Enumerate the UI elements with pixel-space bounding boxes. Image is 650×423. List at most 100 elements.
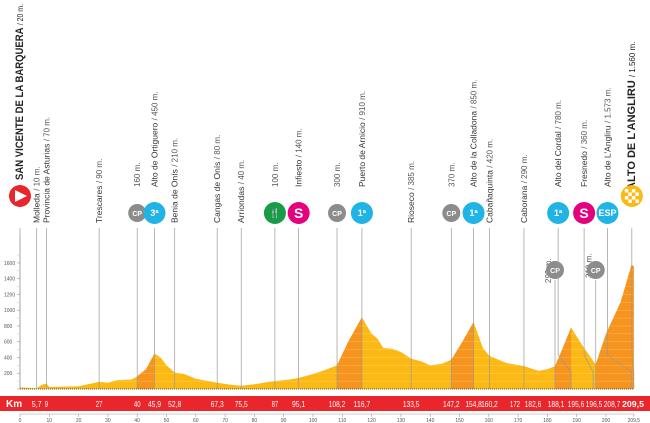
profile-area xyxy=(20,265,634,389)
x-tick-label: 30 xyxy=(105,418,111,423)
waypoint-name: Alto de la Colladona xyxy=(469,109,479,187)
icon-label: CP xyxy=(591,268,601,275)
km-label: Km xyxy=(6,399,22,410)
waypoint-altitude: / 1.560 m. xyxy=(628,42,637,78)
waypoint-label: Trescares / 90 m. xyxy=(94,159,104,223)
km-value: 87 xyxy=(272,400,279,409)
waypoint-text: Alto de L'Angliru / 1.573 m. xyxy=(602,87,612,187)
checkpoint-circle xyxy=(442,204,461,222)
checkpoint-circle xyxy=(586,261,605,279)
km-value: 67,3 xyxy=(211,400,225,409)
waypoint-altitude: 300 m. xyxy=(333,163,342,187)
waypoint-label: Molleda / 10 m. xyxy=(32,166,42,223)
mountain-circle xyxy=(462,202,485,224)
waypoint-altitude: / 20 m. xyxy=(16,4,25,25)
waypoint-name: Trescares xyxy=(94,183,104,223)
x-tick-label: 80 xyxy=(252,418,258,423)
waypoint-label: Caborana / 290 m. xyxy=(519,154,529,223)
x-tick-label: 200 xyxy=(602,418,611,423)
km-value: 195,6 xyxy=(568,400,585,409)
checker xyxy=(628,192,632,196)
waypoint-altitude: / 420 m. xyxy=(485,139,494,168)
checkpoint-circle xyxy=(546,261,565,279)
waypoint-name: Molleda xyxy=(32,191,42,223)
waypoint-name: Alto de L'Angliru xyxy=(602,123,612,187)
waypoint-label: Puerto de Arnicio / 910 m. xyxy=(357,91,367,187)
waypoint-altitude: / 80 m. xyxy=(213,135,222,159)
icon-label: 🍴 xyxy=(269,207,280,219)
mountain-icon: 1ª xyxy=(462,202,485,224)
sprint-circle xyxy=(573,202,596,224)
waypoint-name: Cangas de Onís xyxy=(212,159,222,223)
x-tick-label: 110 xyxy=(338,418,346,423)
x-tick-label: 160 xyxy=(485,418,494,423)
km-value: 208,7 xyxy=(604,400,621,409)
waypoint-name: ALTO DE L'ANGLIRU xyxy=(626,77,638,190)
x-tick-label: 0 xyxy=(19,418,22,423)
waypoint-altitude: / 140 m. xyxy=(295,128,304,157)
waypoint-label: Rioseco / 385 m. xyxy=(406,161,416,223)
waypoint-name: Fresnedo xyxy=(579,149,589,187)
waypoint-label: 370 m. xyxy=(447,163,456,187)
x-tick-label: 190 xyxy=(573,418,582,423)
checkpoint-icon: CP xyxy=(128,204,147,222)
waypoint-label: 300 m. xyxy=(333,163,342,187)
x-tick-label: 130 xyxy=(397,418,406,423)
waypoint-text: Alto del Cordal / 780 m. xyxy=(553,100,563,187)
x-tick-label: 90 xyxy=(281,418,287,423)
waypoint-name: SAN VICENTE DE LA BARQUERA xyxy=(14,25,26,180)
icon-label: S xyxy=(294,205,303,221)
km-value: 116,7 xyxy=(354,400,371,409)
waypoint-name: Arriondas xyxy=(236,184,246,223)
km-value: 27 xyxy=(96,400,103,409)
mountain-icon: 1ª xyxy=(350,202,373,224)
finish-icon xyxy=(620,185,643,207)
feed-circle xyxy=(263,202,286,224)
climb-area xyxy=(137,353,155,389)
waypoint-altitude: / 850 m. xyxy=(470,80,479,109)
km-value: 188,1 xyxy=(548,400,565,409)
waypoint-altitude: / 450 m. xyxy=(150,91,159,120)
waypoint-text: Benia de Onís / 210 m. xyxy=(170,138,180,223)
km-value: 147,2 xyxy=(443,400,460,409)
start-arrow xyxy=(15,190,27,202)
waypoint-text: 370 m. xyxy=(447,163,456,187)
waypoint-altitude: / 290 m. xyxy=(520,154,529,183)
waypoint-label: Provincia de Asturias / 70 m. xyxy=(41,117,51,223)
mountain-circle xyxy=(547,202,570,224)
y-tick-label: 1000 xyxy=(4,308,15,314)
checkpoint-icon: CP xyxy=(328,204,347,222)
km-value: 160,2 xyxy=(481,400,498,409)
waypoint-altitude: / 910 m. xyxy=(358,91,367,120)
icon-label: CP xyxy=(132,211,142,218)
km-value: 182,6 xyxy=(525,400,542,409)
start-icon xyxy=(9,185,31,207)
waypoint-text: 100 m. xyxy=(271,163,280,187)
checkpoint-icon: CP xyxy=(546,261,565,279)
waypoint-leader xyxy=(607,228,632,389)
waypoint-altitude: / 10 m. xyxy=(33,166,42,190)
mountain-icon: 3ª xyxy=(143,202,166,224)
waypoint-altitude: / 360 m. xyxy=(580,120,589,149)
x-tick-label: 10 xyxy=(47,418,53,423)
waypoint-label: Arriondas / 40 m. xyxy=(236,160,246,223)
climb-area xyxy=(595,265,634,389)
waypoint-altitude: / 40 m. xyxy=(237,160,246,184)
waypoint-name: Provincia de Asturias xyxy=(41,141,51,223)
waypoint-altitude: / 1.573 m. xyxy=(603,87,612,123)
waypoint-text: Caborana / 290 m. xyxy=(519,154,529,223)
waypoint-label: Benia de Onís / 210 m. xyxy=(170,138,180,223)
waypoint-altitude: / 70 m. xyxy=(42,117,51,141)
waypoint-label: 100 m. xyxy=(271,163,280,187)
waypoint-label: Cangas de Onís / 80 m. xyxy=(212,135,222,223)
waypoint-text: Infiesto / 140 m. xyxy=(294,128,304,187)
waypoint-name: Infiesto xyxy=(294,157,304,187)
checkpoint-icon: CP xyxy=(586,261,605,279)
km-value: 172 xyxy=(510,400,520,409)
km-value: 154,8 xyxy=(465,400,482,409)
waypoint-label: Alto de L'Angliru / 1.573 m. xyxy=(602,87,612,187)
waypoint-text: Molleda / 10 m. xyxy=(32,166,42,223)
km-value: 9 xyxy=(45,400,49,409)
checkpoint-circle xyxy=(328,204,347,222)
